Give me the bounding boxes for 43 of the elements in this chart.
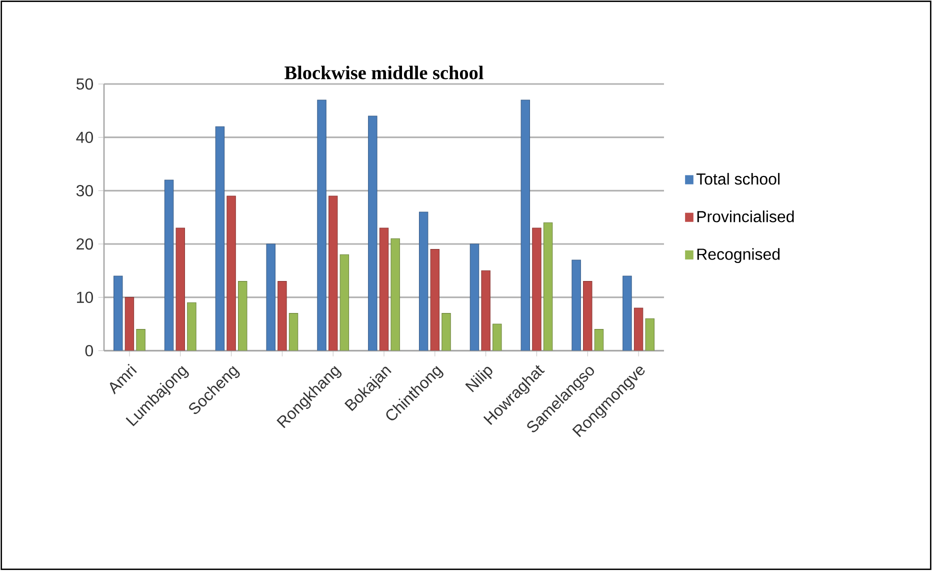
- chart-title: Blockwise middle school: [284, 66, 484, 80]
- bar: [442, 313, 451, 351]
- y-tick-label: 50: [76, 78, 93, 90]
- bar: [368, 116, 378, 351]
- bar: [634, 308, 644, 351]
- bar: [645, 318, 654, 351]
- bar: [136, 329, 146, 351]
- bar: [390, 238, 400, 351]
- bar: [278, 281, 287, 351]
- bar: [340, 254, 350, 351]
- bar: [532, 228, 542, 351]
- bar: [543, 222, 553, 351]
- legend-label: Total school: [696, 173, 780, 185]
- bar: [520, 100, 530, 351]
- bar: [317, 100, 326, 351]
- bar: [124, 297, 134, 351]
- bar: [470, 244, 480, 351]
- bar: [492, 324, 502, 351]
- bar: [114, 276, 123, 351]
- y-tick-label: 40: [76, 132, 93, 144]
- bar: [594, 329, 604, 351]
- legend-label: Provincialised: [697, 210, 794, 222]
- y-tick-label: 0: [85, 345, 93, 356]
- bar: [288, 313, 298, 351]
- bar: [481, 270, 490, 351]
- y-tick-label: 10: [77, 292, 93, 304]
- bar: [418, 212, 428, 351]
- bar: [187, 302, 196, 351]
- bar: [226, 196, 236, 351]
- bar: [266, 244, 276, 351]
- bar: [622, 276, 632, 351]
- bar: [176, 228, 185, 351]
- bar: [215, 126, 225, 351]
- y-tick-label: 20: [76, 238, 93, 250]
- bar: [583, 281, 592, 351]
- bar: [164, 180, 174, 351]
- bar: [379, 228, 389, 351]
- bar: [572, 260, 581, 351]
- legend-label: Recognised: [697, 248, 780, 264]
- bar: [238, 281, 248, 351]
- bar: [328, 196, 338, 351]
- bar: [430, 249, 440, 351]
- y-tick-label: 30: [76, 185, 93, 196]
